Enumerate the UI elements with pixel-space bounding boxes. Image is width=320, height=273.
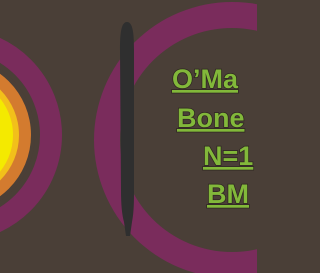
label-text: Bone [177,103,245,133]
label-text: N=1 [203,141,253,171]
screen: O’Ma Bone N=1 BM [0,0,257,273]
page: {"labels": ["O’Ma", "Bone", "N=1", "BM"]… [0,0,257,273]
knife [120,22,134,236]
label-text: BM [207,179,249,209]
label-text: O’Ma [172,64,239,94]
